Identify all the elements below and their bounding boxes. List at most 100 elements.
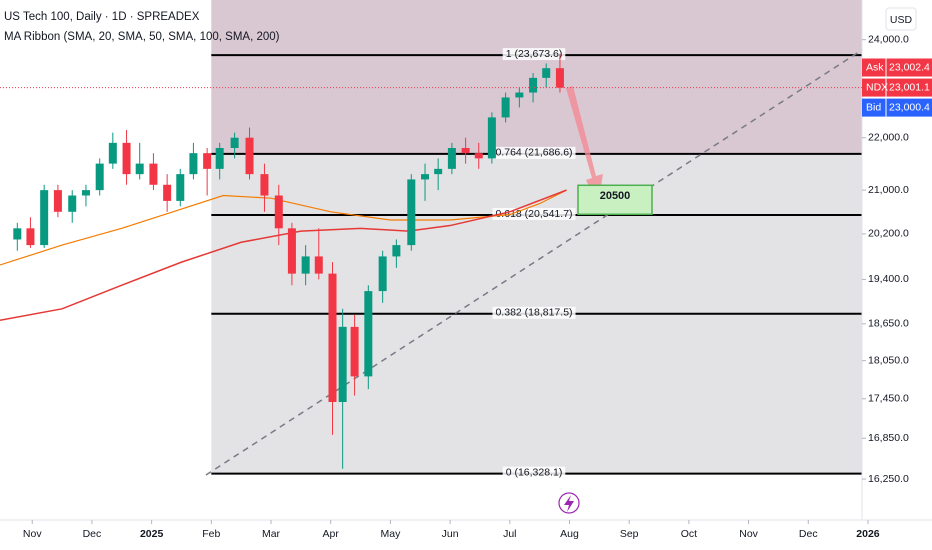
fib-label-bg: [502, 48, 566, 61]
currency-box[interactable]: [885, 7, 917, 31]
x-tick-label: Jun: [442, 528, 459, 540]
candle-body: [274, 195, 283, 229]
fib-label: 0.618 (20,541.7): [495, 208, 572, 220]
candle-body: [163, 184, 172, 201]
candle-body: [176, 174, 185, 201]
candle-body: [287, 228, 296, 274]
price-label-value: 23,002.4: [889, 61, 930, 73]
price-label-bg: [862, 58, 932, 77]
candle-body: [487, 117, 496, 159]
fib-label-bg: [492, 306, 576, 319]
candle-body: [350, 326, 359, 377]
x-tick-label: Feb: [202, 528, 220, 540]
fib-label: 0.382 (18,817.5): [495, 307, 572, 319]
x-tick-label: Dec: [83, 528, 102, 540]
candle-body: [328, 273, 337, 403]
candle-body: [135, 163, 144, 175]
x-tick-label: Mar: [262, 528, 281, 540]
candle-body: [378, 256, 387, 292]
candle-body: [149, 163, 158, 185]
price-label-value: 23,000.4: [889, 101, 930, 113]
fib-label: 0.764 (21,686.6): [495, 147, 572, 159]
x-tick-label: Oct: [681, 528, 697, 540]
ma-line: [0, 189, 567, 266]
candle-body: [301, 256, 310, 274]
price-label-bg: [862, 78, 932, 97]
y-tick-label: 18,050.0: [868, 354, 909, 366]
candle-body: [314, 256, 323, 274]
x-tick-label: 2025: [140, 528, 164, 540]
x-tick-label: Sep: [620, 528, 639, 540]
candle-body: [245, 137, 254, 175]
price-label-name: Ask: [866, 61, 884, 73]
arrow: [566, 86, 603, 205]
candle-body: [474, 153, 483, 159]
candle-body: [81, 190, 90, 196]
candle-body: [189, 153, 198, 175]
y-tick-label: 17,450.0: [868, 393, 909, 405]
candle-body: [392, 245, 401, 257]
candle-body: [108, 142, 117, 164]
trend-line: [205, 49, 863, 476]
candle-body: [434, 168, 443, 175]
price-label-value: 23,001.1: [889, 81, 930, 93]
y-tick-label: 19,400.0: [868, 273, 909, 285]
y-tick-label: 20,200.0: [868, 228, 909, 240]
price-label-bg: [862, 98, 932, 117]
candle-body: [501, 97, 510, 118]
x-tick-label: May: [380, 528, 401, 540]
x-tick-label: Jul: [503, 528, 516, 540]
fib-label-bg: [502, 466, 566, 479]
ma-line: [0, 189, 567, 321]
candle-body: [407, 179, 416, 246]
candle-body: [230, 137, 239, 148]
indicator-title: MA Ribbon (SMA, 20, SMA, 50, SMA, 100, S…: [4, 31, 280, 43]
candle-body: [215, 147, 224, 169]
alert-icon[interactable]: [558, 492, 580, 514]
candle-body: [555, 68, 564, 88]
x-tick-label: 2026: [856, 528, 880, 540]
candle-body: [529, 77, 538, 93]
y-tick-label: 24,000.0: [868, 33, 909, 45]
candle-body: [421, 174, 430, 180]
fib-label: 0 (16,328.1): [506, 466, 563, 478]
candle-body: [53, 190, 62, 212]
candle-body: [68, 195, 77, 212]
target-label: 20500: [600, 190, 631, 202]
y-tick-label: 22,000.0: [868, 131, 909, 143]
target-box: [577, 184, 653, 216]
x-tick-label: Nov: [23, 528, 42, 540]
x-tick-label: Dec: [799, 528, 818, 540]
candle-body: [13, 228, 22, 240]
candle-body: [203, 153, 212, 169]
fib-label-bg: [492, 146, 576, 159]
candle-body: [95, 163, 104, 191]
candle-body: [40, 190, 49, 246]
price-label-name: Bid: [866, 101, 881, 113]
x-tick-label: Aug: [560, 528, 579, 540]
plot-layer: [0, 53, 567, 469]
candle-body: [542, 68, 551, 78]
fib-label: 1 (23,673.6): [506, 48, 563, 60]
background-layer: 1 (23,673.6) 0.764 (21,686.6) 0.618 (20,54…: [211, 0, 862, 479]
fib-zone-upper: [211, 0, 862, 154]
y-tick-label: 16,850.0: [868, 432, 909, 444]
price-label-name: NDX: [866, 81, 888, 93]
x-tick-label: Apr: [323, 528, 340, 540]
candle-body: [461, 147, 470, 154]
candle-body: [447, 147, 456, 169]
y-tick-label: 16,250.0: [868, 473, 909, 485]
candle-body: [338, 326, 347, 403]
candle-body: [515, 92, 524, 98]
candle-body: [26, 228, 35, 246]
chart-title: US Tech 100, Daily · 1D · SPREADEX: [4, 11, 200, 23]
candle-body: [260, 174, 269, 196]
candle-body: [364, 291, 373, 377]
y-tick-label: 21,000.0: [868, 184, 909, 196]
candle-body: [122, 142, 131, 175]
currency: USD: [890, 14, 913, 26]
x-tick-label: Nov: [739, 528, 758, 540]
y-tick-label: 18,650.0: [868, 318, 909, 330]
